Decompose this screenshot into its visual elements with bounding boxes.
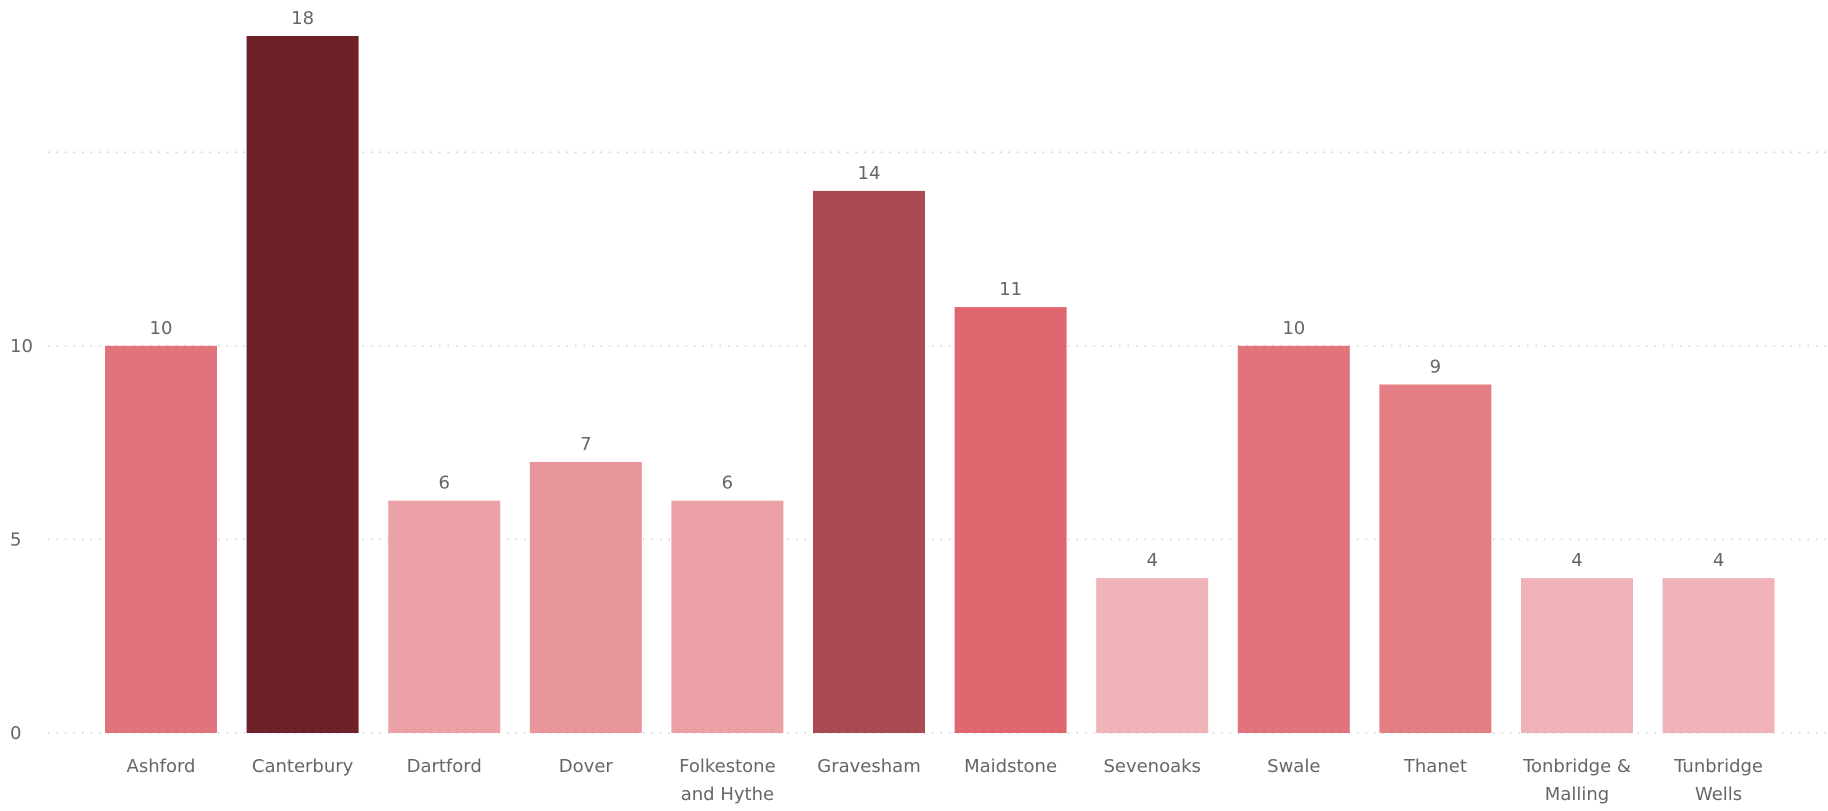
bar bbox=[105, 345, 217, 733]
bar bbox=[671, 500, 784, 733]
data-label: 18 bbox=[291, 8, 314, 29]
data-label: 9 bbox=[1430, 357, 1441, 378]
bar bbox=[813, 190, 925, 733]
bar bbox=[388, 500, 501, 733]
bar bbox=[246, 36, 359, 733]
data-label: 7 bbox=[580, 434, 591, 455]
bar bbox=[1521, 578, 1633, 733]
x-axis-labels: Ashford Canterbury Dartford Dover Folkestone… bbox=[127, 756, 1764, 805]
x-tick-label: Canterbury bbox=[252, 756, 354, 777]
data-label: 11 bbox=[999, 279, 1022, 300]
bar bbox=[1096, 578, 1209, 733]
y-tick-label: 10 bbox=[10, 336, 33, 357]
bar bbox=[1237, 345, 1350, 733]
x-tick-label: Sevenoaks bbox=[1103, 756, 1200, 777]
bar bbox=[529, 461, 642, 733]
x-tick-label: Folkestone and Hythe bbox=[679, 756, 776, 805]
data-label: 6 bbox=[722, 473, 733, 494]
x-tick-label: Gravesham bbox=[817, 756, 920, 777]
data-label: 6 bbox=[438, 473, 449, 494]
y-tick-label: 0 bbox=[10, 723, 21, 744]
data-label: 4 bbox=[1713, 550, 1724, 571]
x-tick-label: Dartford bbox=[407, 756, 482, 777]
x-tick-label: Tunbridge Wells bbox=[1673, 756, 1763, 805]
x-tick-label: Tonbridge & Malling bbox=[1522, 756, 1631, 805]
x-tick-label: Ashford bbox=[127, 756, 196, 777]
y-tick-label: 5 bbox=[10, 529, 21, 550]
bar bbox=[954, 307, 1067, 733]
y-axis-ticks: 0 5 10 bbox=[10, 336, 33, 744]
bar bbox=[1662, 578, 1775, 733]
data-label: 14 bbox=[858, 163, 881, 184]
data-label: 10 bbox=[150, 318, 173, 339]
data-label: 4 bbox=[1146, 550, 1157, 571]
bars bbox=[105, 36, 1775, 733]
data-label: 4 bbox=[1571, 550, 1582, 571]
bar bbox=[1379, 384, 1492, 733]
x-tick-label: Dover bbox=[559, 756, 614, 777]
data-label: 10 bbox=[1282, 318, 1305, 339]
x-tick-label: Thanet bbox=[1403, 756, 1467, 777]
data-labels: 10 18 6 7 6 14 11 4 10 9 4 4 bbox=[150, 8, 1725, 571]
x-tick-label: Swale bbox=[1267, 756, 1320, 777]
x-tick-label: Maidstone bbox=[964, 756, 1057, 777]
